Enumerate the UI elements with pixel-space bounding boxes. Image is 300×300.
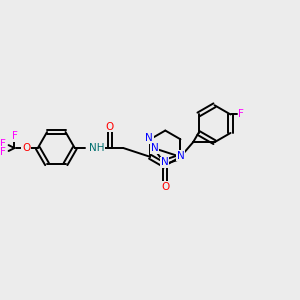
Text: N: N [177, 151, 184, 161]
Text: F: F [238, 110, 244, 119]
Text: O: O [106, 122, 114, 132]
Text: F: F [13, 131, 18, 141]
Text: F: F [0, 139, 6, 149]
Text: N: N [151, 143, 158, 153]
Text: N: N [161, 157, 169, 167]
Text: NH: NH [89, 143, 105, 153]
Text: O: O [22, 143, 30, 153]
Text: F: F [0, 147, 6, 157]
Text: N: N [145, 133, 153, 143]
Text: O: O [161, 182, 170, 192]
